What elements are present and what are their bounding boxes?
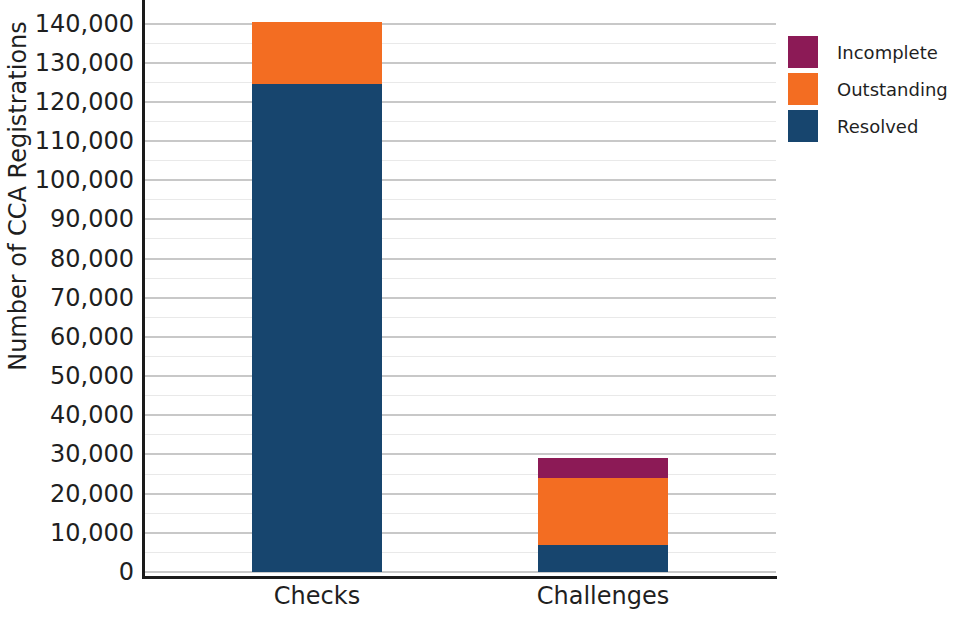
- legend-item-resolved: Resolved: [788, 110, 948, 142]
- y-tick-label: 120,000: [0, 87, 134, 117]
- y-tick-label: 50,000: [0, 361, 134, 391]
- x-axis-line: [142, 576, 777, 579]
- y-tick-label: 100,000: [0, 165, 134, 195]
- legend: Incomplete Outstanding Resolved: [788, 36, 948, 147]
- minor-gridline: [145, 395, 776, 396]
- y-tick-label: 80,000: [0, 244, 134, 274]
- major-gridline: [145, 23, 776, 25]
- major-gridline: [145, 101, 776, 103]
- stacked-bar-chart: Number of CCA Registrations 010,00020,00…: [0, 0, 960, 640]
- major-gridline: [145, 571, 776, 573]
- bar-segment-challenges-resolved: [538, 545, 668, 572]
- bar-segment-checks-resolved: [252, 84, 382, 572]
- minor-gridline: [145, 43, 776, 44]
- minor-gridline: [145, 160, 776, 161]
- x-tick-label-challenges: Challenges: [503, 582, 703, 610]
- y-tick-label: 60,000: [0, 322, 134, 352]
- major-gridline: [145, 258, 776, 260]
- y-tick-label: 10,000: [0, 518, 134, 548]
- major-gridline: [145, 493, 776, 495]
- legend-label: Incomplete: [837, 42, 938, 63]
- major-gridline: [145, 453, 776, 455]
- minor-gridline: [145, 356, 776, 357]
- minor-gridline: [145, 434, 776, 435]
- minor-gridline: [145, 552, 776, 553]
- y-tick-label: 110,000: [0, 126, 134, 156]
- y-tick-label: 30,000: [0, 439, 134, 469]
- bar-segment-checks-outstanding: [252, 22, 382, 85]
- bar-segment-challenges-incomplete: [538, 458, 668, 478]
- minor-gridline: [145, 278, 776, 279]
- x-tick-label-checks: Checks: [217, 582, 417, 610]
- y-tick-label: 20,000: [0, 479, 134, 509]
- major-gridline: [145, 336, 776, 338]
- y-tick-label: 90,000: [0, 204, 134, 234]
- plot-area: [145, 0, 776, 572]
- y-tick-label: 0: [0, 557, 134, 587]
- y-axis-line: [142, 0, 145, 579]
- bar-challenges: [538, 0, 668, 572]
- minor-gridline: [145, 82, 776, 83]
- major-gridline: [145, 179, 776, 181]
- legend-swatch-incomplete: [788, 36, 818, 68]
- legend-label: Outstanding: [837, 79, 948, 100]
- major-gridline: [145, 532, 776, 534]
- legend-item-incomplete: Incomplete: [788, 36, 948, 68]
- minor-gridline: [145, 121, 776, 122]
- major-gridline: [145, 414, 776, 416]
- bar-checks: [252, 0, 382, 572]
- legend-item-outstanding: Outstanding: [788, 73, 948, 105]
- legend-label: Resolved: [837, 116, 918, 137]
- minor-gridline: [145, 513, 776, 514]
- minor-gridline: [145, 199, 776, 200]
- bar-segment-challenges-outstanding: [538, 478, 668, 545]
- major-gridline: [145, 375, 776, 377]
- legend-swatch-resolved: [788, 110, 818, 142]
- minor-gridline: [145, 474, 776, 475]
- y-axis-tick-labels: 0 10,000 20,000 30,000 40,000 50,000 60,000 70,…: [0, 0, 134, 640]
- major-gridline: [145, 218, 776, 220]
- y-tick-label: 130,000: [0, 48, 134, 78]
- major-gridline: [145, 140, 776, 142]
- minor-gridline: [145, 238, 776, 239]
- y-tick-label: 40,000: [0, 400, 134, 430]
- y-tick-label: 140,000: [0, 9, 134, 39]
- legend-swatch-outstanding: [788, 73, 818, 105]
- minor-gridline: [145, 317, 776, 318]
- major-gridline: [145, 62, 776, 64]
- major-gridline: [145, 297, 776, 299]
- y-tick-label: 70,000: [0, 283, 134, 313]
